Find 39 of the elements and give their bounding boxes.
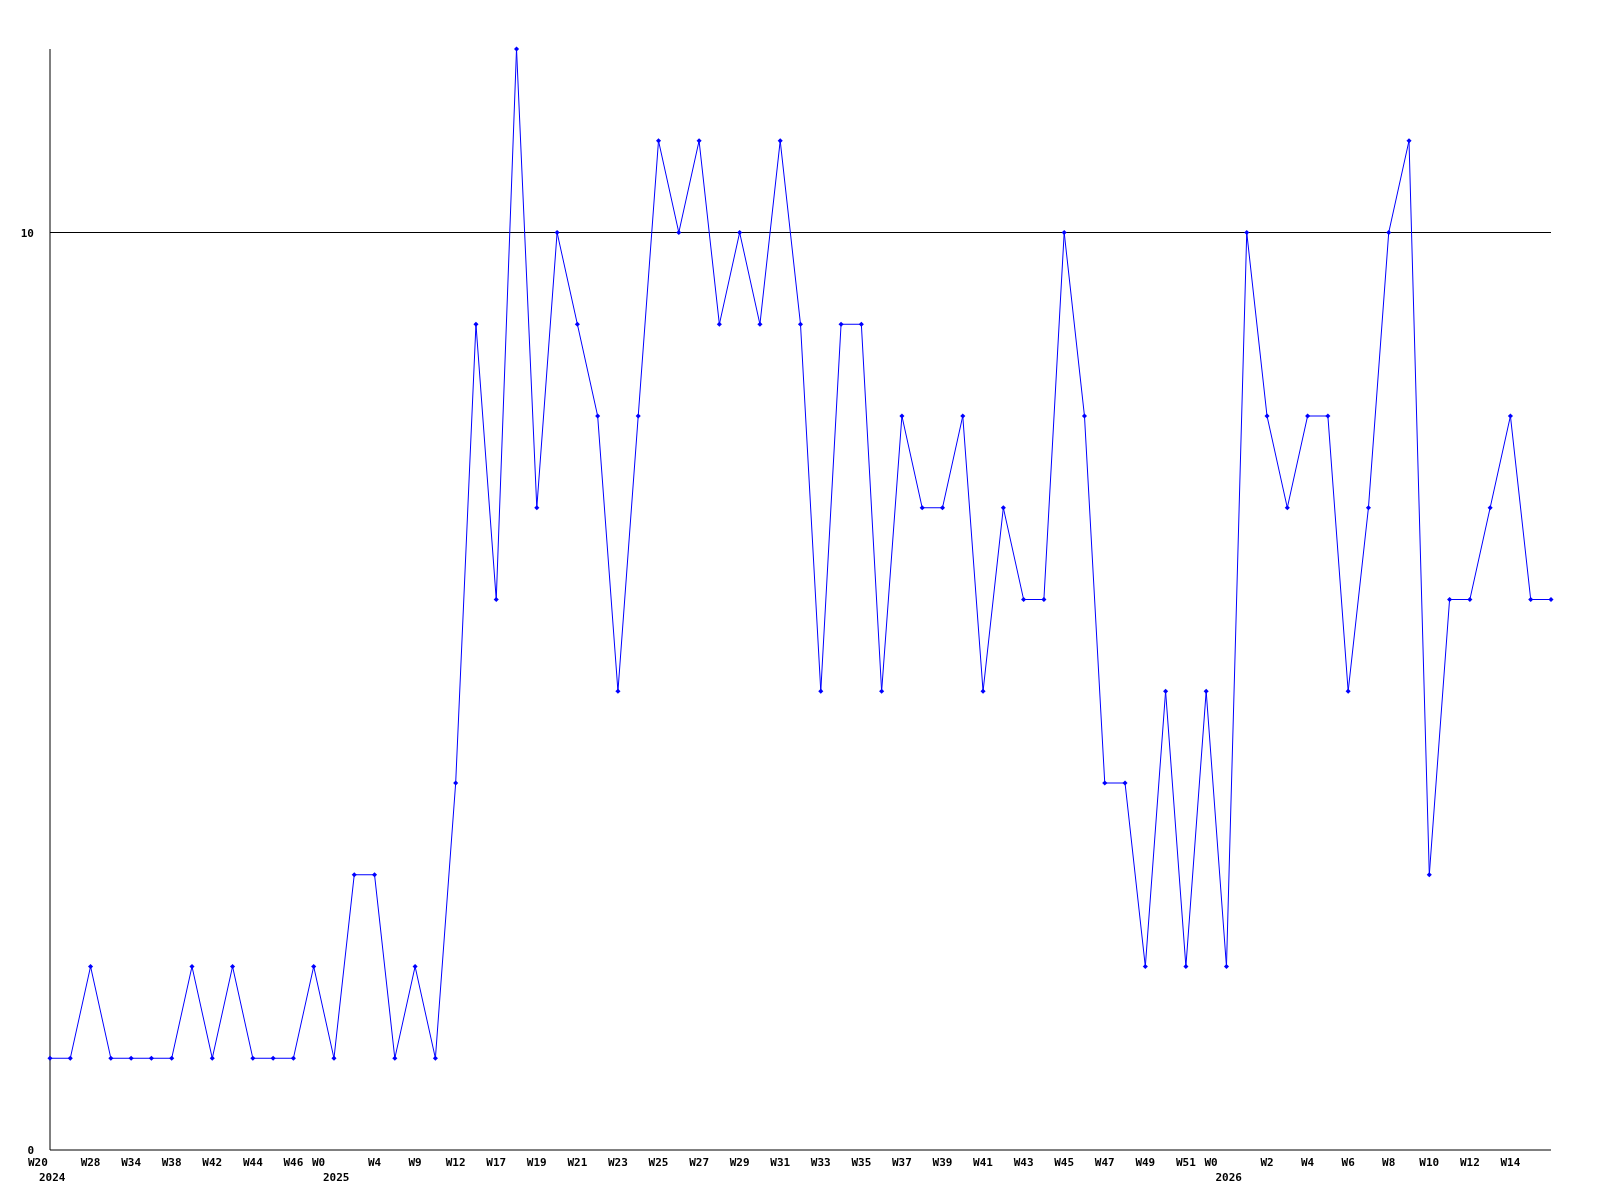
- x-tick-label: W44: [242, 1156, 264, 1169]
- x-tick-label: W4: [1300, 1156, 1315, 1169]
- x-tick-label: W45: [1054, 1156, 1075, 1169]
- x-tick-label: W43: [1013, 1156, 1034, 1169]
- x-tick-label: W20 2024: [28, 1156, 66, 1184]
- y-tick-label: 10: [20, 226, 34, 240]
- x-tick-label: W34: [121, 1156, 142, 1169]
- x-tick-label: W9: [408, 1156, 422, 1169]
- x-tick-label: W21: [567, 1156, 588, 1169]
- x-tick-label: W42: [202, 1156, 223, 1169]
- x-tick-label: W10: [1419, 1156, 1440, 1169]
- x-tick-label: W47: [1094, 1156, 1115, 1169]
- x-tick-label: W8: [1382, 1156, 1396, 1169]
- x-tick-label: W35: [851, 1156, 872, 1169]
- x-tick-label: W6: [1341, 1156, 1356, 1169]
- y-tick-label: 0: [27, 1144, 34, 1157]
- x-tick-label: W12: [1459, 1156, 1480, 1169]
- x-tick-label: W28: [80, 1156, 101, 1169]
- x-tick-label: W0 2026: [1204, 1156, 1243, 1184]
- x-tick-label: W2: [1260, 1156, 1274, 1169]
- x-tick-label: W27: [689, 1156, 710, 1169]
- x-tick-label: W0 2025: [311, 1156, 350, 1184]
- x-tick-label: W33: [810, 1156, 831, 1169]
- x-tick-label: W49: [1135, 1156, 1156, 1169]
- x-tick-label: W4: [367, 1156, 382, 1169]
- x-tick-label: W19: [526, 1156, 547, 1169]
- x-tick-label: W51: [1175, 1156, 1197, 1169]
- x-tick-label: W39: [932, 1156, 953, 1169]
- x-tick-label: W17: [486, 1156, 507, 1169]
- x-tick-label: W37: [891, 1156, 912, 1169]
- x-tick-label: W31: [770, 1156, 791, 1169]
- x-tick-label: W14: [1500, 1156, 1521, 1169]
- x-tick-label: W38: [161, 1156, 182, 1169]
- x-tick-label: W12: [445, 1156, 466, 1169]
- x-tick-label: W23: [608, 1156, 628, 1169]
- x-tick-label: W41: [973, 1156, 994, 1169]
- x-tick-label: W25: [648, 1156, 669, 1169]
- x-tick-label: W29: [729, 1156, 750, 1169]
- x-tick-label: W46: [283, 1156, 304, 1169]
